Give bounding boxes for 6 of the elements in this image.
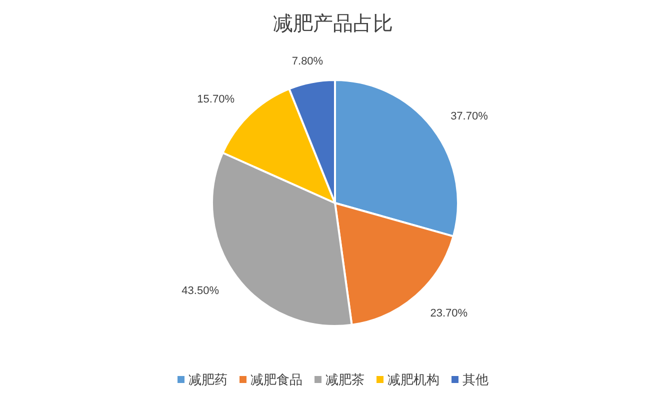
legend-label: 减肥机构 [388, 372, 440, 387]
legend-label: 减肥药 [188, 372, 228, 387]
legend-label: 减肥茶 [326, 372, 364, 387]
legend-label: 减肥食品 [250, 372, 302, 387]
title: 减肥产品占比 [273, 13, 393, 35]
legend-label: 其他 [462, 372, 488, 387]
